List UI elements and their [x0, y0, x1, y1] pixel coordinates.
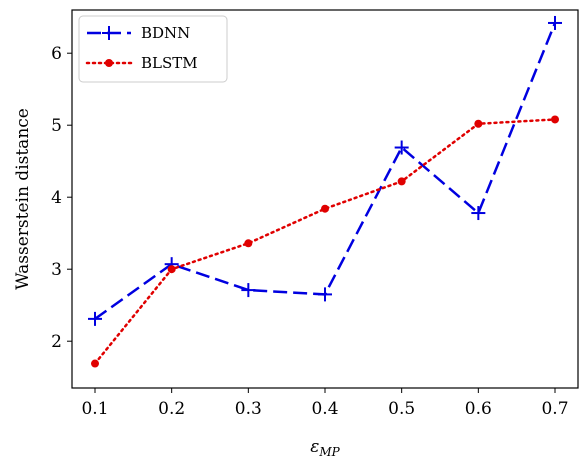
legend-item-blstm: BLSTM — [85, 54, 198, 72]
data-point-blstm — [167, 265, 176, 274]
legend-marker — [102, 26, 116, 40]
legend-item-bdnn: BDNN — [87, 24, 190, 42]
data-point-bdnn — [471, 206, 486, 221]
data-point-bdnn — [318, 287, 332, 302]
y-tick-label: 3 — [51, 260, 62, 280]
data-point-bdnn — [88, 311, 102, 326]
data-point-blstm — [91, 359, 99, 368]
legend-label: BDNN — [141, 24, 190, 42]
y-tick-label: 6 — [51, 44, 62, 64]
x-tick-label: 0.7 — [541, 399, 568, 419]
data-point-blstm — [551, 115, 559, 124]
series-bdnn — [88, 15, 562, 326]
legend: BDNN BLSTM — [78, 15, 228, 83]
data-point-blstm — [321, 204, 329, 213]
x-axis: 0.1 0.2 0.3 0.4 0.5 0.6 0.7 — [81, 388, 569, 419]
legend-marker — [105, 59, 113, 67]
data-point-bdnn — [394, 140, 409, 155]
x-tick-label: 0.5 — [388, 399, 415, 419]
x-tick-label: 0.3 — [235, 399, 262, 419]
series-line-blstm — [93, 118, 557, 365]
y-tick-label: 5 — [51, 116, 62, 136]
y-axis: 2 3 4 5 6 — [51, 44, 72, 352]
x-tick-label: 0.1 — [81, 399, 108, 419]
y-axis-label: Wasserstein distance — [13, 108, 33, 290]
y-tick-label: 2 — [51, 332, 62, 352]
series-layer — [88, 15, 562, 368]
legend-label: BLSTM — [141, 54, 198, 72]
x-tick-label: 0.6 — [465, 399, 492, 419]
x-axis-label: εMP — [310, 437, 340, 459]
x-axis-label-subscript: MP — [318, 445, 340, 459]
data-point-bdnn — [548, 15, 562, 30]
series-blstm — [91, 115, 559, 368]
data-point-blstm — [474, 119, 483, 128]
x-tick-label: 0.4 — [311, 399, 338, 419]
data-point-bdnn — [241, 283, 256, 298]
data-point-blstm — [397, 177, 406, 186]
x-axis-label-symbol: ε — [310, 437, 319, 457]
y-tick-label: 4 — [51, 188, 62, 208]
x-tick-label: 0.2 — [158, 399, 185, 419]
data-point-blstm — [244, 239, 253, 248]
